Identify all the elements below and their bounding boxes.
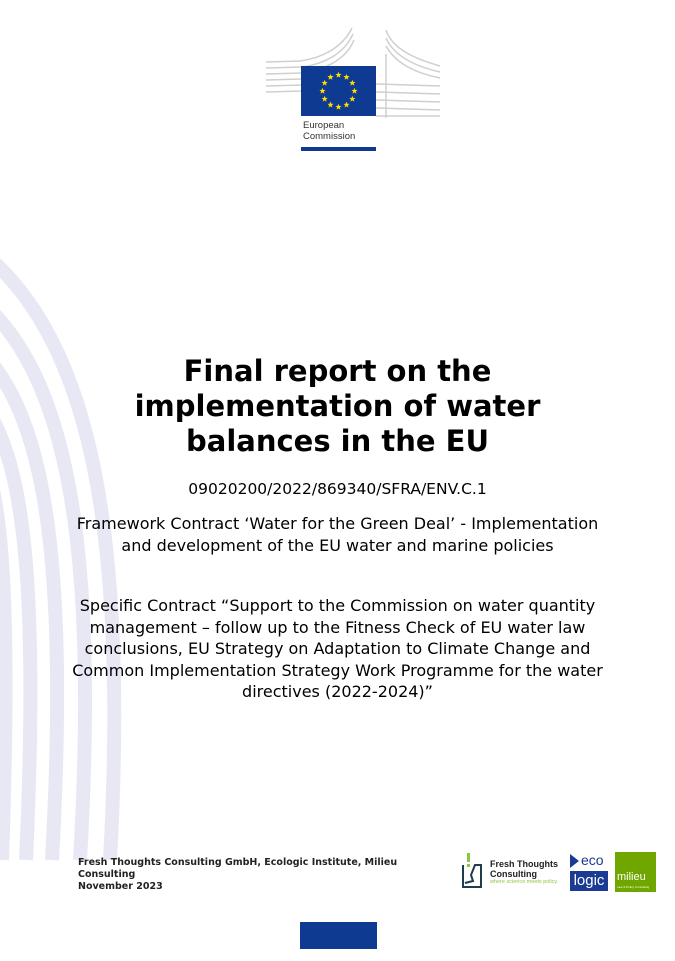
ec-wordmark: European Commission [303,120,355,142]
star-icon [319,87,326,94]
star-icon [335,71,342,78]
star-icon [321,79,328,86]
ecologic-bottom: logic [570,871,608,891]
title-line: implementation of water [134,389,541,423]
title-line: Final report on the [183,354,492,388]
star-icon [343,101,350,108]
ecologic-logo: eco logic [570,852,610,892]
star-icon [349,95,356,102]
ecologic-top: eco [581,852,604,868]
star-icon [335,103,342,110]
star-icon [321,95,328,102]
footer-credits: Fresh Thoughts Consulting GmbH, Ecologic… [78,857,438,893]
ftc-tagline: where science meets policy [490,879,558,885]
footer-authors: Fresh Thoughts Consulting GmbH, Ecologic… [78,857,398,880]
eu-blue-bar [300,922,377,949]
milieu-name: milieu [617,871,646,883]
star-icon [351,87,358,94]
ec-line2: Commission [303,131,356,142]
ec-line1: European [303,120,345,131]
star-icon [327,73,334,80]
ftc-name1: Fresh Thoughts [490,859,558,869]
ec-underline [301,147,376,151]
star-icon [349,79,356,86]
star-icon [343,73,350,80]
report-title: Final report on the implementation of wa… [0,354,675,459]
framework-contract: Framework Contract ‘Water for the Green … [76,514,599,555]
ftc-name2: Consulting [490,869,537,879]
milieu-tagline: Law & Policy Consulting [617,885,650,889]
fresh-thoughts-logo: Fresh Thoughts Consulting where science … [461,853,566,889]
footer-date: November 2023 [78,881,163,892]
milieu-logo: milieu Law & Policy Consulting [615,852,656,892]
specific-contract: Specific Contract “Support to the Commis… [72,596,603,701]
eu-flag [301,66,376,116]
contract-code: 09020200/2022/869340/SFRA/ENV.C.1 [188,480,487,498]
star-icon [327,101,334,108]
title-line: balances in the EU [185,424,489,458]
